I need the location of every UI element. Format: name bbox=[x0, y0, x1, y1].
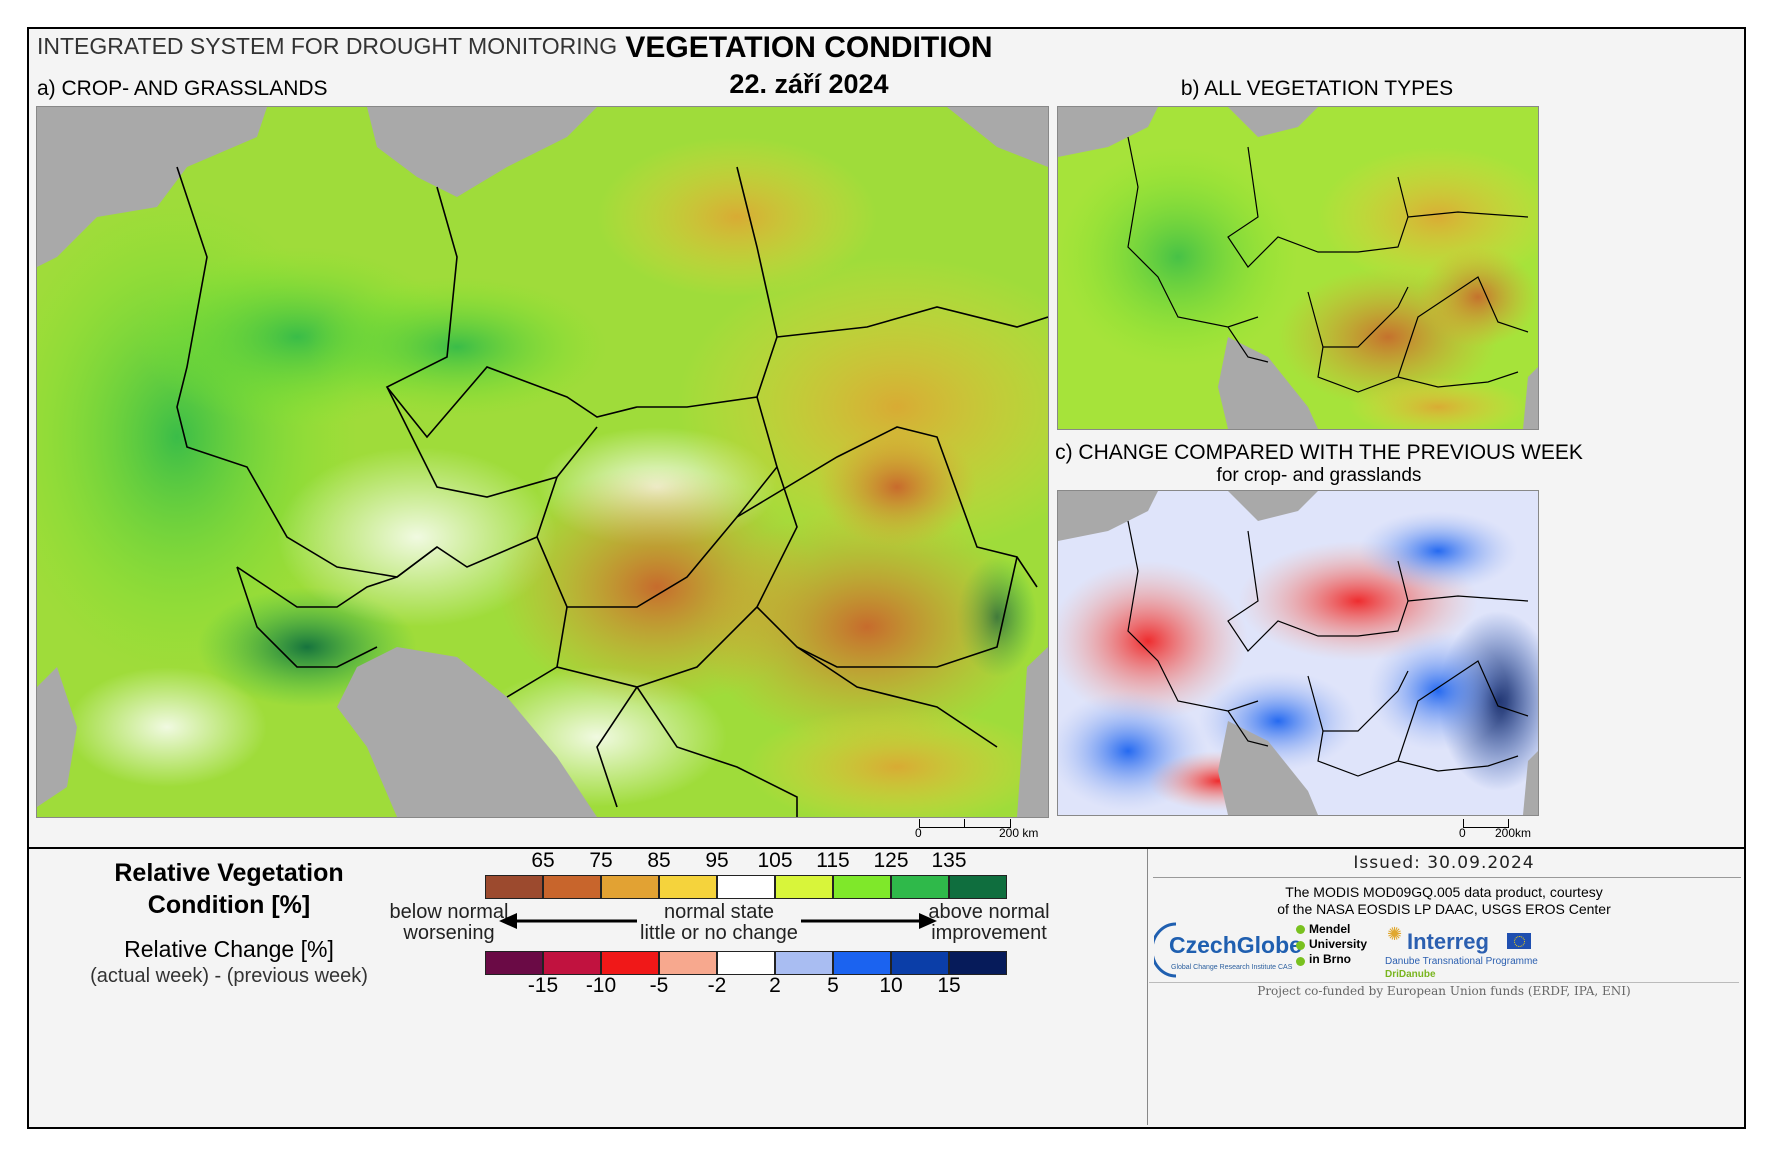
rvc-swatch bbox=[485, 875, 543, 899]
interreg-sub: Danube Transnational Programme bbox=[1385, 956, 1538, 967]
rvc-swatch bbox=[543, 875, 601, 899]
little-change-label: little or no change bbox=[640, 922, 798, 944]
rc-swatch bbox=[485, 951, 543, 975]
rc-swatch bbox=[891, 951, 949, 975]
issued-date: Issued: 30.09.2024 bbox=[1353, 853, 1535, 873]
eu-flag-icon bbox=[1507, 933, 1531, 949]
normal-state-label: normal state bbox=[663, 901, 775, 923]
rc-title: Relative Change [%] bbox=[124, 936, 334, 962]
map-crop-grasslands bbox=[36, 106, 1049, 818]
rvc-swatch bbox=[659, 875, 717, 899]
mendel-line3: in Brno bbox=[1309, 952, 1351, 966]
rc-swatch bbox=[543, 951, 601, 975]
scalebar-small-km: 200km bbox=[1495, 826, 1532, 840]
rvc-title-line2: Condition [%] bbox=[147, 891, 311, 919]
footer-divider bbox=[29, 847, 1744, 849]
below-normal-label: below normal bbox=[389, 901, 509, 923]
rvc-tick-label: 75 bbox=[589, 849, 613, 872]
rvc-swatch bbox=[891, 875, 949, 899]
panel-a-label: a) CROP- AND GRASSLANDS bbox=[37, 77, 328, 100]
modis-credit-line1: The MODIS MOD09GQ.005 data product, cour… bbox=[1285, 884, 1603, 900]
rc-swatch bbox=[833, 951, 891, 975]
cofunded-note: Project co-funded by European Union fund… bbox=[1257, 984, 1631, 998]
rvc-tick-label: 85 bbox=[647, 849, 671, 872]
scalebar-main-zero: 0 bbox=[915, 826, 922, 840]
above-normal-label: above normal bbox=[928, 901, 1050, 923]
scalebar-main-km: 200 km bbox=[999, 826, 1039, 840]
rc-tick-label: -2 bbox=[707, 974, 727, 997]
rvc-tick-label: 125 bbox=[873, 849, 909, 872]
rc-swatch bbox=[717, 951, 775, 975]
rc-tick-label: 2 bbox=[769, 974, 781, 997]
right-arrow-icon bbox=[801, 913, 937, 929]
rvc-colorbar bbox=[485, 875, 1007, 899]
rvc-tick-label: 105 bbox=[757, 849, 793, 872]
map-weekly-change bbox=[1057, 490, 1539, 816]
mendel-dot-icon bbox=[1296, 957, 1305, 966]
interreg-logo: Interreg bbox=[1407, 929, 1489, 954]
issued-divider bbox=[1153, 877, 1741, 878]
rc-swatch bbox=[775, 951, 833, 975]
rc-tick-label: 5 bbox=[827, 974, 839, 997]
scalebar-small-zero: 0 bbox=[1459, 826, 1466, 840]
panel-b-label: b) ALL VEGETATION TYPES bbox=[1180, 77, 1454, 100]
scalebar-main-mid bbox=[964, 819, 965, 827]
cofunded-divider bbox=[1149, 982, 1739, 983]
rc-subtitle: (actual week) - (previous week) bbox=[90, 965, 368, 987]
scalebar-main bbox=[919, 819, 1011, 828]
date-label: 22. září 2024 bbox=[729, 69, 889, 99]
dridanube-label: DriDanube bbox=[1385, 969, 1436, 980]
rvc-title-line1: Relative Vegetation bbox=[114, 859, 344, 887]
rvc-swatch bbox=[833, 875, 891, 899]
rvc-tick-label: 65 bbox=[531, 849, 555, 872]
rvc-tick-label: 95 bbox=[705, 849, 729, 872]
credits-divider bbox=[1147, 849, 1148, 1125]
improvement-label: improvement bbox=[931, 922, 1047, 944]
panel-c-label: c) CHANGE COMPARED WITH THE PREVIOUS WEE… bbox=[1055, 441, 1583, 464]
scalebar-small bbox=[1463, 819, 1509, 828]
mendel-line1: Mendel bbox=[1309, 922, 1351, 936]
panel-c-sublabel: for crop- and grasslands bbox=[1216, 465, 1422, 486]
rvc-tick-label: 135 bbox=[931, 849, 967, 872]
rc-tick-label: 10 bbox=[879, 974, 903, 997]
rc-tick-label: -5 bbox=[649, 974, 669, 997]
page-title: VEGETATION CONDITION bbox=[625, 31, 993, 64]
rvc-swatch bbox=[775, 875, 833, 899]
rc-swatch bbox=[601, 951, 659, 975]
rc-swatch bbox=[659, 951, 717, 975]
figure-frame: INTEGRATED SYSTEM FOR DROUGHT MONITORING… bbox=[27, 27, 1746, 1129]
system-name: INTEGRATED SYSTEM FOR DROUGHT MONITORING bbox=[37, 33, 618, 59]
mendel-dot-icon bbox=[1296, 941, 1305, 950]
czechglobe-logo: CzechGlobe bbox=[1169, 932, 1302, 958]
map-all-vegetation bbox=[1057, 106, 1539, 430]
left-arrow-icon bbox=[499, 913, 637, 929]
mendel-line2: University bbox=[1309, 937, 1368, 951]
worsening-label: worsening bbox=[403, 922, 495, 944]
rc-tick-label: -10 bbox=[585, 974, 617, 997]
czechglobe-sub: Global Change Research Institute CAS bbox=[1171, 964, 1293, 971]
interreg-star-icon: ✺ bbox=[1387, 924, 1403, 944]
rc-swatch bbox=[949, 951, 1007, 975]
mendel-dot-icon bbox=[1296, 925, 1305, 934]
modis-credit-line2: of the NASA EOSDIS LP DAAC, USGS EROS Ce… bbox=[1277, 901, 1611, 917]
rvc-swatch bbox=[601, 875, 659, 899]
czechglobe-arc-icon bbox=[1154, 922, 1177, 978]
rvc-swatch bbox=[949, 875, 1007, 899]
rc-colorbar bbox=[485, 951, 1007, 975]
rc-tick-label: 15 bbox=[937, 974, 961, 997]
rc-tick-label: -15 bbox=[527, 974, 559, 997]
rvc-swatch bbox=[717, 875, 775, 899]
rvc-tick-label: 115 bbox=[816, 849, 850, 872]
